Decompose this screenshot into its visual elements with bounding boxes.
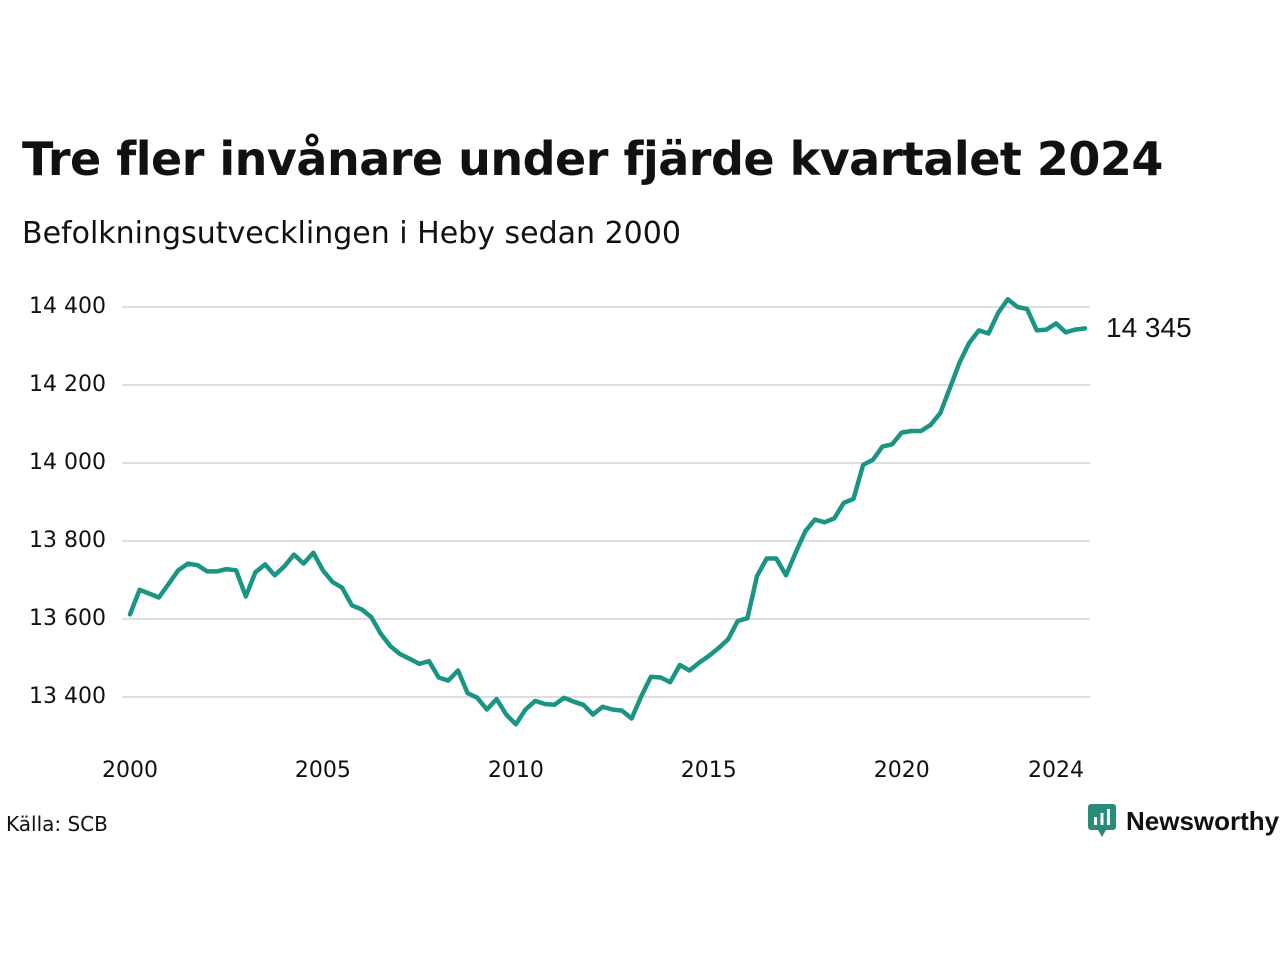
x-axis: 2000 2005 2010 2015 2020 2024	[102, 758, 1084, 783]
y-axis: 13 400 13 600 13 800 14 000 14 200 14 400	[29, 294, 106, 709]
chart-title: Tre fler invånare under fjärde kvartalet…	[22, 132, 1163, 186]
chart-subtitle: Befolkningsutvecklingen i Heby sedan 200…	[22, 216, 681, 251]
brand-name: Newsworthy	[1126, 805, 1280, 836]
x-tick-label: 2020	[874, 758, 930, 783]
line-chart: 13 400 13 600 13 800 14 000 14 200 14 400 200…	[29, 294, 1192, 783]
y-tick-label: 13 600	[29, 606, 106, 631]
grid-lines	[122, 306, 1090, 698]
series-layer	[127, 296, 1088, 727]
y-tick-label: 13 400	[29, 684, 106, 709]
y-tick-label: 14 400	[29, 294, 106, 319]
y-tick-label: 13 800	[29, 528, 106, 553]
series-line	[127, 296, 1088, 727]
x-tick-label: 2010	[488, 758, 544, 783]
x-tick-label: 2024	[1028, 758, 1084, 783]
brand: Newsworthy	[1088, 804, 1279, 838]
x-tick-label: 2005	[295, 758, 351, 783]
y-tick-label: 14 200	[29, 372, 106, 397]
y-tick-label: 14 000	[29, 450, 106, 475]
x-tick-label: 2015	[681, 758, 737, 783]
newsworthy-logo-icon	[1088, 804, 1116, 837]
end-value-label: 14 345	[1106, 312, 1192, 343]
x-tick-label: 2000	[102, 758, 158, 783]
source-note: Källa: SCB	[6, 812, 108, 836]
